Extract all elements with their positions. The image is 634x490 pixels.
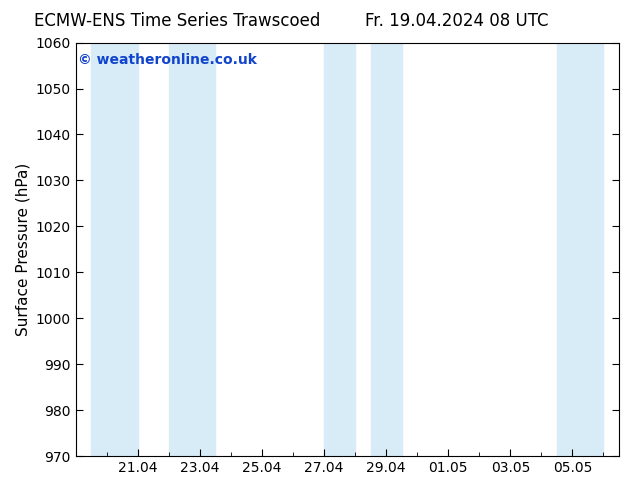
Bar	[371, 43, 402, 456]
Text: ECMW-ENS Time Series Trawscoed: ECMW-ENS Time Series Trawscoed	[34, 12, 321, 30]
Bar	[169, 43, 216, 456]
Y-axis label: Surface Pressure (hPa): Surface Pressure (hPa)	[15, 163, 30, 336]
Bar	[91, 43, 138, 456]
Text: © weatheronline.co.uk: © weatheronline.co.uk	[79, 53, 257, 67]
Text: Fr. 19.04.2024 08 UTC: Fr. 19.04.2024 08 UTC	[365, 12, 548, 30]
Bar	[324, 43, 355, 456]
Bar	[557, 43, 604, 456]
